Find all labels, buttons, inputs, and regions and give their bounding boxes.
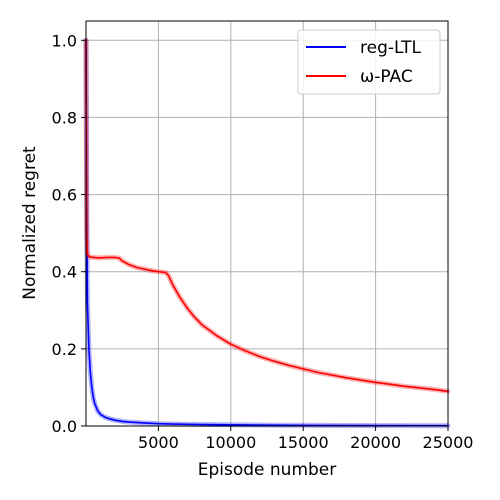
x-tick-label: 15000 [278, 433, 329, 452]
series-line-omega-pac [85, 39, 449, 393]
y-tick-label: 0.6 [52, 186, 77, 205]
x-axis-label: Episode number [198, 460, 337, 480]
series-lines [83, 37, 451, 429]
x-tick-label: 25000 [423, 433, 474, 452]
y-tick-label: 0.8 [52, 108, 77, 127]
legend-label-omega-pac: ω-PAC [360, 67, 413, 87]
series-line-reg-ltl [85, 39, 449, 427]
legend-label-reg-ltl: reg-LTL [360, 38, 422, 58]
y-axis-label: Normalized regret [20, 146, 40, 300]
y-tick-label: 0.0 [52, 417, 77, 436]
ticks: 5000 10000 15000 20000 25000 0.0 0.2 0.4 0.6 0.8 1… [52, 31, 474, 452]
x-tick-label: 20000 [350, 433, 401, 452]
y-tick-label: 0.2 [52, 340, 77, 359]
y-tick-label: 1.0 [52, 31, 77, 50]
plot-frame [85, 20, 449, 427]
x-tick-label: 10000 [205, 433, 256, 452]
x-tick-label: 5000 [138, 433, 179, 452]
legend: reg-LTL ω-PAC [297, 29, 441, 95]
y-tick-label: 0.4 [52, 263, 77, 282]
series-band-reg-ltl [83, 37, 451, 429]
